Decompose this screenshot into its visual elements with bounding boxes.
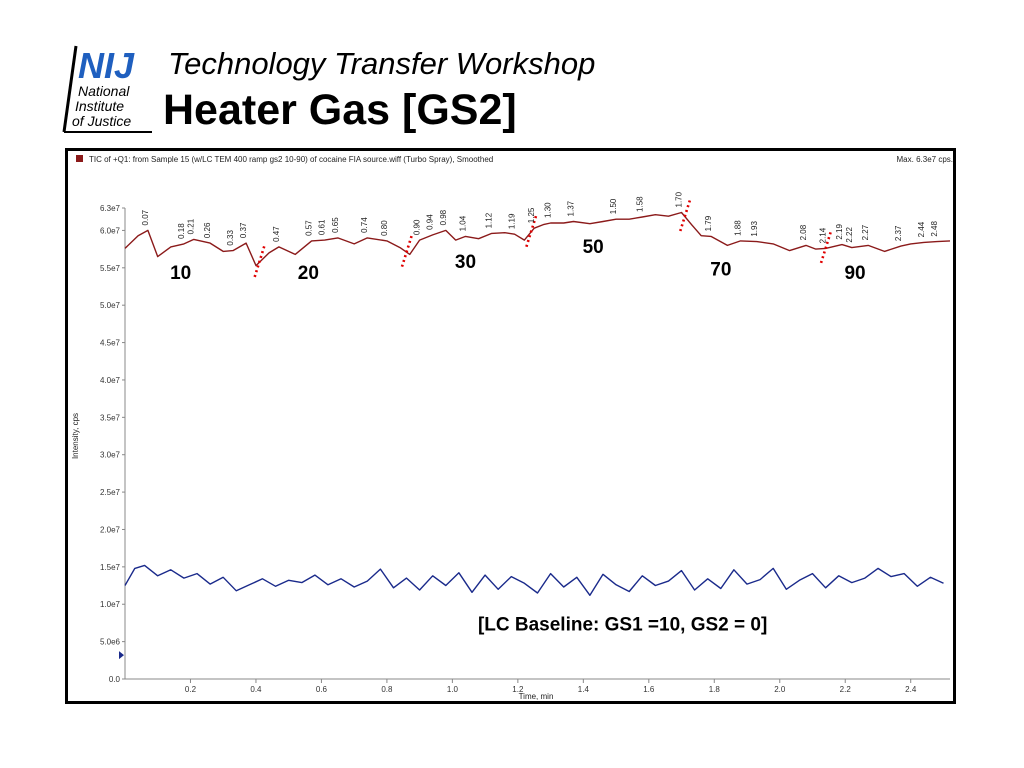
logo-line-2: Institute <box>75 98 124 114</box>
peak-label: 0.18 <box>177 223 186 239</box>
chart-panel: TIC of +Q1: from Sample 15 (w/LC TEM 400… <box>65 148 956 704</box>
peak-label: 1.50 <box>609 198 618 214</box>
peak-label: 0.33 <box>226 229 235 245</box>
slide-title: Heater Gas [GS2] <box>163 86 517 134</box>
transition-marker <box>252 246 266 279</box>
x-tick-label: 1.4 <box>578 685 590 694</box>
peak-label: 2.44 <box>917 221 926 237</box>
tic-trace <box>124 211 951 267</box>
transition-marker <box>678 200 692 233</box>
peak-label: 0.94 <box>426 214 435 230</box>
y-tick-label: 5.5e7 <box>100 264 121 273</box>
peak-label: 0.21 <box>187 218 196 234</box>
y-tick-label: 6.0e7 <box>100 226 121 235</box>
axes: 0.0 5.0e6 1.0e7 1.5e7 2.0e7 2.5e7 3.0e7 3.5e7 4.… <box>100 204 950 694</box>
peak-label: 0.57 <box>305 220 314 236</box>
transition-markers <box>252 200 832 279</box>
y-tick-label: 4.0e7 <box>100 376 121 385</box>
peak-label: 1.30 <box>544 202 553 218</box>
y-tick-label: 0.0 <box>109 675 121 684</box>
peak-label: 2.27 <box>861 224 870 240</box>
transition-marker <box>400 235 413 269</box>
peak-label: 0.61 <box>318 219 327 235</box>
gs2-setting-label: 20 <box>298 263 319 284</box>
workshop-subtitle: Technology Transfer Workshop <box>168 46 596 81</box>
x-tick-label: 1.8 <box>709 685 721 694</box>
x-tick-label: 2.0 <box>774 685 786 694</box>
peak-label: 2.08 <box>799 224 808 240</box>
peak-label: 1.12 <box>485 212 494 228</box>
peak-label: 0.80 <box>380 220 389 236</box>
transition-marker <box>524 215 538 249</box>
logo-mark: NIJ <box>78 45 135 86</box>
x-tick-label: 2.4 <box>905 685 917 694</box>
gs2-setting-label: 70 <box>710 259 731 280</box>
x-axis-title: Time, min <box>519 692 554 701</box>
nij-logo: NIJ National Institute of Justice <box>62 44 158 134</box>
peak-label: 1.58 <box>635 196 644 212</box>
chromatogram-chart: TIC of +Q1: from Sample 15 (w/LC TEM 400… <box>71 155 953 701</box>
x-tick-label: 0.6 <box>316 685 328 694</box>
x-tick-label: 1.6 <box>643 685 655 694</box>
peak-label: 0.37 <box>239 222 248 238</box>
gs2-setting-label: 10 <box>170 263 191 284</box>
peak-label: 1.04 <box>458 215 467 231</box>
y-tick-label: 1.5e7 <box>100 563 121 572</box>
peak-label: 0.07 <box>141 209 150 225</box>
legend-swatch <box>76 155 83 162</box>
gs2-setting-label: 30 <box>455 252 476 273</box>
peak-label: 0.98 <box>439 209 448 225</box>
gs2-setting-label: 50 <box>583 237 604 258</box>
y-tick-label: 5.0e6 <box>100 638 121 647</box>
peak-label: 2.22 <box>845 227 854 243</box>
x-tick-label: 2.2 <box>840 685 852 694</box>
peak-label: 1.70 <box>675 191 684 207</box>
gs2-setting-label: 90 <box>844 263 865 284</box>
y-tick-label: 4.5e7 <box>100 339 121 348</box>
peak-label: 2.19 <box>835 224 844 240</box>
lc-baseline-trace <box>124 564 944 596</box>
peak-label: 1.88 <box>733 220 742 236</box>
x-tick-label: 1.0 <box>447 685 459 694</box>
y-tick-label: 3.5e7 <box>100 413 121 422</box>
peak-label: 0.65 <box>331 217 340 233</box>
x-tick-label: 1.2 <box>512 685 524 694</box>
y-axis-marker-icon <box>119 651 124 660</box>
peak-label: 0.47 <box>272 226 281 242</box>
y-tick-label: 1.0e7 <box>100 600 121 609</box>
peak-label: 2.14 <box>819 227 828 243</box>
plot-caption: TIC of +Q1: from Sample 15 (w/LC TEM 400… <box>89 155 493 164</box>
peak-label: 1.25 <box>527 207 536 223</box>
logo-line-1: National <box>78 83 130 99</box>
y-axis-title: Intensity, cps <box>71 413 80 459</box>
x-tick-label: 0.4 <box>250 685 262 694</box>
peak-label: 1.19 <box>508 213 517 229</box>
logo-slash <box>62 45 78 133</box>
peak-label: 1.93 <box>750 221 759 237</box>
y-tick-label: 5.0e7 <box>100 301 121 310</box>
x-tick-label: 0.8 <box>381 685 393 694</box>
y-tick-label: 6.3e7 <box>100 204 121 213</box>
peak-label: 0.74 <box>360 217 369 233</box>
peak-label: 0.26 <box>203 222 212 238</box>
x-tick-label: 0.2 <box>185 685 197 694</box>
annotations: 0.07 0.18 0.21 0.26 0.33 0.37 0.47 0.57 0.61 0.65… <box>141 191 939 635</box>
peak-label: 1.79 <box>704 215 713 231</box>
traces <box>124 211 951 596</box>
max-intensity-label: Max. 6.3e7 cps. <box>897 155 953 164</box>
y-tick-label: 2.5e7 <box>100 488 121 497</box>
logo-line-3: of Justice <box>72 113 131 129</box>
y-tick-label: 2.0e7 <box>100 525 121 534</box>
transition-marker <box>819 231 832 265</box>
peak-label: 2.48 <box>930 221 939 237</box>
y-tick-label: 3.0e7 <box>100 451 121 460</box>
lc-baseline-annotation: [LC Baseline: GS1 =10, GS2 = 0] <box>478 614 767 635</box>
peak-label: 2.37 <box>894 225 903 241</box>
peak-label: 1.37 <box>567 200 576 216</box>
peak-label: 0.90 <box>413 219 422 235</box>
